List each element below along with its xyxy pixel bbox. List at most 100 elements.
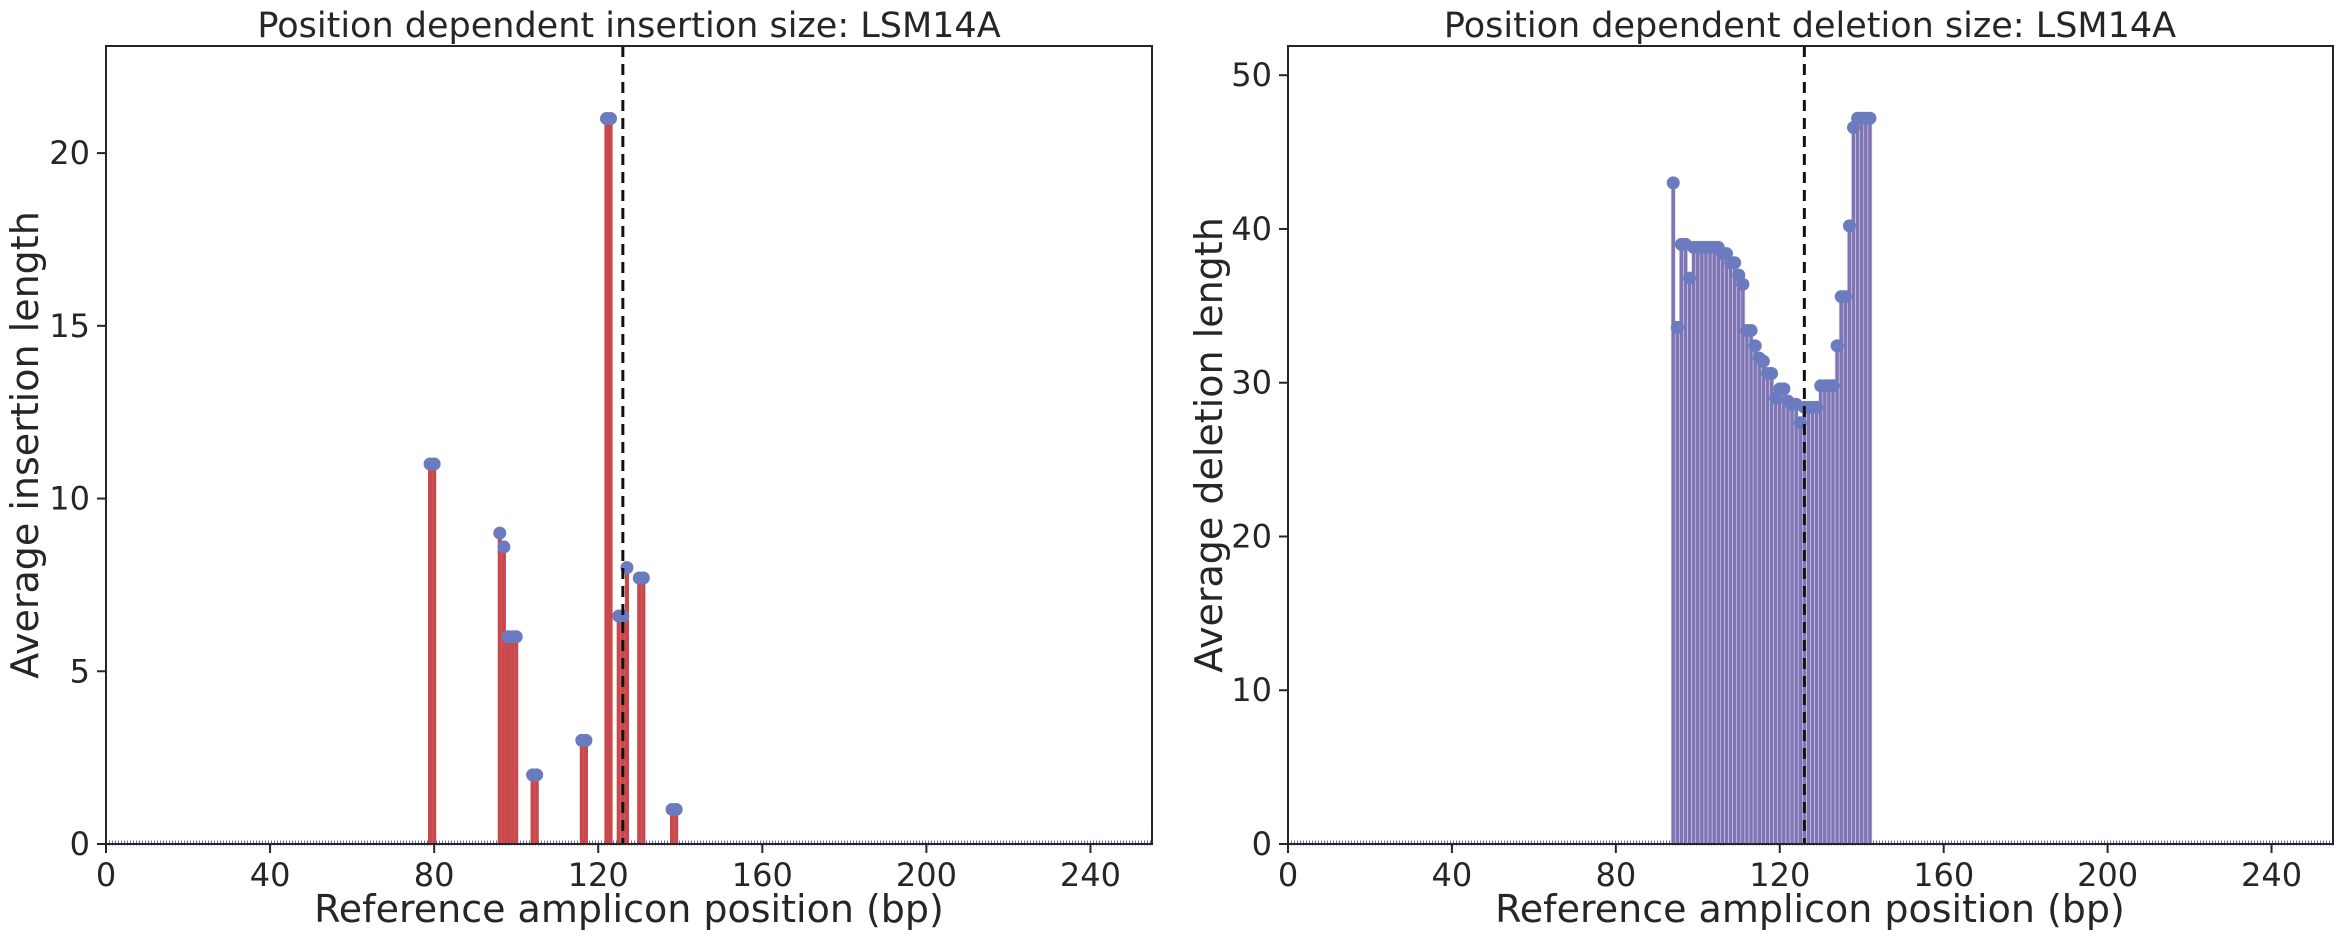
deletion-bar	[1826, 385, 1832, 845]
insertion-bar	[501, 546, 506, 844]
deletion-bar	[1818, 385, 1824, 845]
deletion-bar	[1830, 385, 1836, 845]
deletion-x-tick-label: 160	[1913, 856, 1974, 894]
deletion-bar	[1728, 262, 1733, 845]
insertion-point	[493, 526, 507, 540]
insertion-bar	[505, 636, 511, 844]
insertion-bar	[616, 616, 621, 844]
deletion-bar	[1761, 360, 1766, 845]
insertion-point	[530, 768, 544, 782]
deletion-point	[1830, 339, 1844, 353]
insertion-y-tick-label: 20	[49, 134, 90, 172]
deletion-bar	[1847, 225, 1852, 845]
deletion-bar	[1679, 244, 1684, 845]
deletion-bar	[1756, 357, 1762, 845]
deletion-bar	[1834, 345, 1840, 845]
deletion-y-tick-label: 10	[1231, 671, 1272, 709]
deletion-chart-title: Position dependent deletion size: LSM14A	[1444, 6, 2176, 46]
deletion-bar	[1765, 373, 1770, 845]
deletion-bar	[1842, 296, 1848, 845]
insertion-bar	[624, 567, 629, 844]
insertion-x-tick-label: 80	[414, 856, 455, 894]
insertion-x-tick-label: 0	[96, 856, 116, 894]
insertion-bar	[510, 636, 515, 844]
deletion-bar	[1789, 403, 1795, 845]
deletion-y-tick-label: 0	[1252, 825, 1272, 863]
insertion-y-tick-label: 15	[49, 307, 90, 345]
deletion-bar	[1806, 407, 1811, 845]
deletion-bar	[1699, 247, 1705, 845]
deletion-point	[1670, 320, 1684, 334]
deletion-bar	[1797, 422, 1803, 845]
deletion-bar	[1810, 407, 1815, 845]
deletion-bar	[1732, 262, 1738, 845]
deletion-x-tick-label: 40	[1432, 856, 1473, 894]
deletion-bar	[1724, 253, 1729, 845]
deletion-x-tick-label: 240	[2241, 856, 2302, 894]
deletion-bar	[1683, 244, 1688, 845]
deletion-bar	[1838, 296, 1844, 845]
insertion-bar	[432, 464, 437, 844]
deletion-y-axis-label: Average deletion length	[1187, 217, 1231, 673]
insertion-y-axis-label: Average insertion length	[3, 211, 47, 679]
deletion-bar	[1674, 327, 1680, 845]
deletion-bar	[1851, 127, 1856, 845]
insertion-point	[669, 802, 683, 816]
deletion-bar	[1773, 397, 1779, 845]
insertion-point	[427, 457, 441, 471]
deletion-y-tick-label: 30	[1231, 364, 1272, 402]
insertion-axis-ticks: 0 40 80 120 160 200 240 0 5 10 15 20	[49, 134, 1121, 894]
insertion-point	[604, 112, 618, 126]
deletion-bar	[1691, 247, 1697, 845]
insertion-bar	[530, 774, 535, 844]
insertion-point	[509, 630, 523, 644]
insertion-chart-title: Position dependent insertion size: LSM14…	[257, 6, 1000, 46]
deletion-point	[1666, 176, 1680, 190]
deletion-bar	[1748, 330, 1754, 845]
deletion-bar	[1769, 373, 1774, 845]
deletion-point	[1810, 400, 1824, 414]
deletion-bar	[1744, 330, 1750, 845]
insertion-bar	[637, 578, 642, 844]
deletion-bar	[1814, 407, 1819, 845]
deletion-point	[1777, 382, 1791, 396]
deletion-bar	[1740, 284, 1746, 845]
insertion-x-tick-label: 240	[1060, 856, 1121, 894]
insertion-bar	[583, 740, 588, 844]
deletion-x-tick-label: 0	[1278, 856, 1298, 894]
deletion-bar	[1695, 247, 1701, 845]
deletion-bar	[1687, 277, 1692, 845]
deletion-y-tick-label: 50	[1231, 56, 1272, 94]
insertion-x-tick-label: 200	[896, 856, 957, 894]
insertion-point	[616, 609, 630, 623]
insertion-bar	[674, 809, 679, 844]
deletion-bar	[1715, 247, 1721, 845]
deletion-point	[1736, 277, 1750, 291]
deletion-bar	[1855, 117, 1860, 845]
deletion-bar	[1781, 388, 1787, 845]
deletion-bar	[1752, 345, 1758, 845]
deletion-point	[1765, 367, 1779, 381]
deletion-point	[1842, 219, 1856, 233]
deletion-bar	[1707, 247, 1713, 845]
deletion-point	[1826, 379, 1840, 393]
deletion-bar	[1785, 400, 1791, 845]
insertion-point	[497, 540, 511, 554]
deletion-point	[1683, 271, 1697, 285]
insertion-point	[636, 571, 650, 585]
deletion-bar	[1670, 182, 1676, 845]
insertion-bar	[670, 809, 675, 844]
deletion-point	[1748, 339, 1762, 353]
insertion-x-axis-label: Reference amplicon position (bp)	[314, 887, 944, 931]
deletion-series	[1288, 111, 2333, 846]
deletion-x-axis-label: Reference amplicon position (bp)	[1495, 887, 2125, 931]
insertion-plot-frame	[105, 45, 1153, 845]
insertion-point	[579, 733, 593, 747]
insertion-x-tick-label: 120	[568, 856, 629, 894]
deletion-bar	[1711, 247, 1717, 845]
insertion-bar	[428, 464, 433, 844]
insertion-bar	[608, 118, 613, 844]
deletion-bar	[1793, 403, 1799, 845]
insertion-x-tick-label: 160	[732, 856, 793, 894]
